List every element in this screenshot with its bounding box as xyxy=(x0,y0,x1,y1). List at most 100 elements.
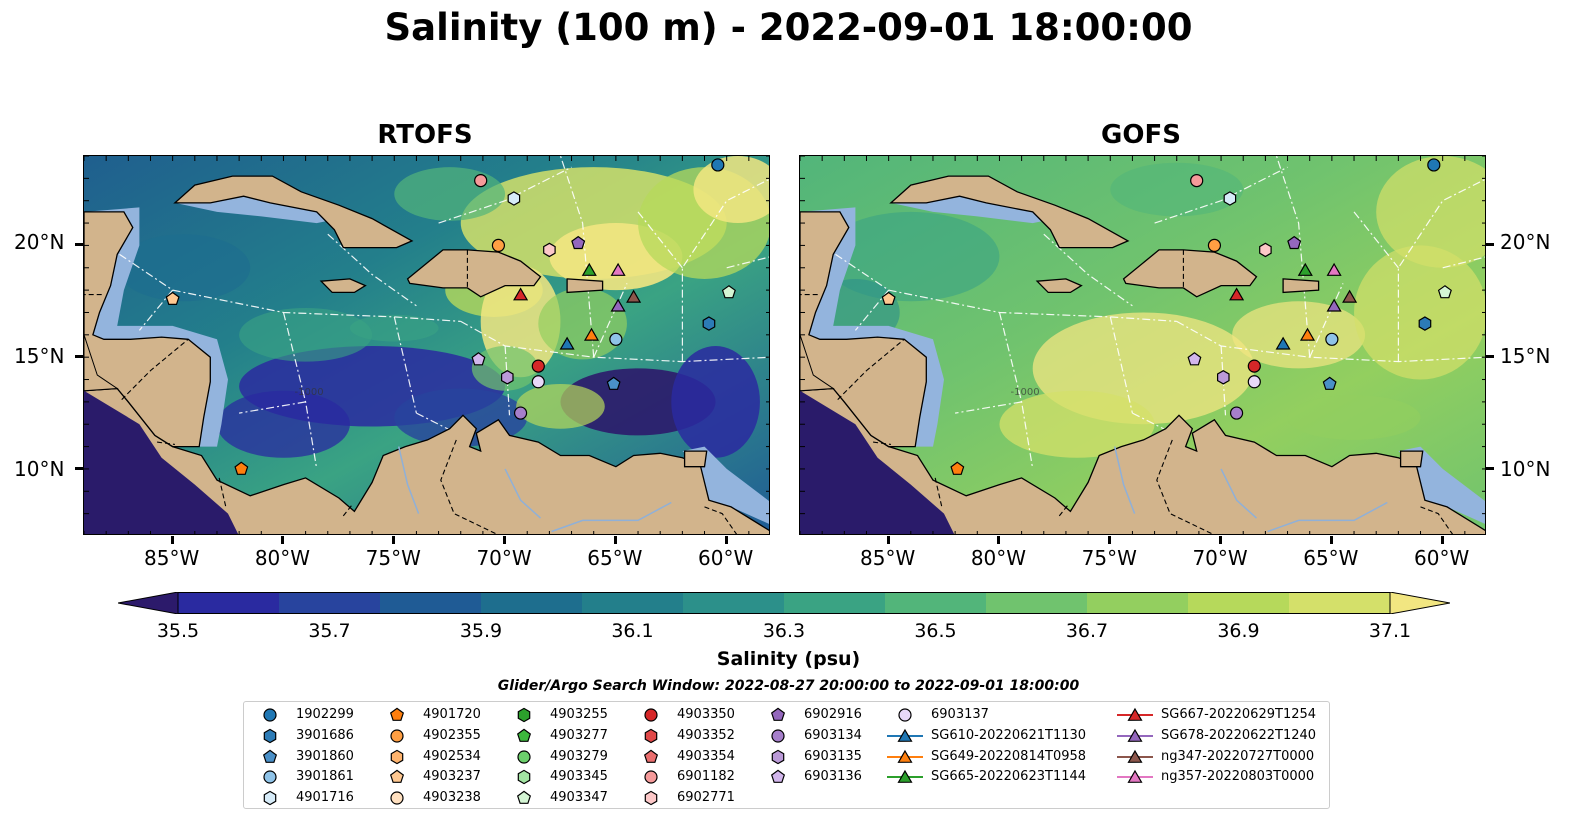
lon-tick-mark xyxy=(1440,536,1444,544)
lon-tick: 75°W xyxy=(365,546,421,570)
pentagon-marker-icon xyxy=(643,749,659,763)
circle-marker-icon xyxy=(517,749,531,764)
legend-label: 1902299 xyxy=(296,707,354,722)
lon-tick: 60°W xyxy=(698,546,754,570)
legend-label: SG610-20220621T1130 xyxy=(931,727,1087,743)
platform-marker xyxy=(165,291,180,305)
colorbar-tick-label: 36.9 xyxy=(1217,620,1260,642)
lon-tick-mark xyxy=(1329,536,1333,544)
legend-label: 6903134 xyxy=(804,727,862,743)
legend-label: 4903354 xyxy=(677,748,735,764)
hexagon-marker-icon xyxy=(771,749,785,764)
lon-tick: 70°W xyxy=(476,546,532,570)
hexagon-marker-icon xyxy=(517,770,531,785)
platform-marker xyxy=(1427,158,1441,172)
platform-marker xyxy=(610,298,626,312)
platform-marker xyxy=(507,191,521,206)
pentagon-marker-icon xyxy=(770,770,786,784)
lon-tick-mark xyxy=(1219,536,1223,544)
triangle-marker-icon xyxy=(1117,770,1153,784)
legend-label: 4903237 xyxy=(423,769,481,785)
colorbar-tick-label: 36.5 xyxy=(914,620,957,642)
lon-tick: 65°W xyxy=(587,546,643,570)
rtofs-map: -1000 xyxy=(83,155,770,535)
platform-marker xyxy=(1247,375,1261,389)
platform-marker xyxy=(606,376,621,390)
triangle-marker-icon xyxy=(1117,728,1153,742)
lat-tick-mark xyxy=(1486,466,1494,470)
legend-label: 6901182 xyxy=(677,769,735,785)
platform-marker xyxy=(474,173,488,188)
gofs-map: -1000 xyxy=(799,155,1486,535)
colorbar-title: Salinity (psu) xyxy=(716,648,861,670)
lat-tick-mark xyxy=(75,466,83,470)
legend-label: SG665-20220623T1144 xyxy=(931,769,1087,785)
platform-marker xyxy=(950,461,965,475)
platform-marker xyxy=(543,242,556,258)
platform-marker xyxy=(1207,238,1222,253)
platform-marker xyxy=(559,336,575,350)
colorbar-tick-label: 35.9 xyxy=(459,620,503,642)
lon-tick: 75°W xyxy=(1081,546,1137,570)
lon-tick: 80°W xyxy=(970,546,1027,570)
lat-tick-mark xyxy=(1486,355,1494,359)
triangle-marker-icon xyxy=(887,749,923,763)
platform-marker xyxy=(1275,336,1291,350)
colorbar-tick-label: 36.3 xyxy=(762,620,806,642)
lon-tick: 85°W xyxy=(860,546,916,570)
lon-tick-mark xyxy=(886,536,890,544)
legend-label: 6903135 xyxy=(804,748,862,764)
lon-tick: 80°W xyxy=(254,546,311,570)
circle-marker-icon xyxy=(263,708,277,722)
hexagon-marker-icon xyxy=(517,707,531,723)
legend-label: 4903350 xyxy=(677,707,735,722)
platform-marker xyxy=(1259,242,1272,258)
lon-tick: 85°W xyxy=(144,546,200,570)
legend-label: ng347-20220727T0000 xyxy=(1161,748,1315,764)
pentagon-marker-icon xyxy=(516,728,532,742)
platform-marker xyxy=(1187,352,1202,366)
lon-tick: 60°W xyxy=(1414,546,1470,570)
lon-tick-mark xyxy=(281,536,285,544)
legend-label: 4903255 xyxy=(550,707,608,722)
platform-marker xyxy=(1217,370,1230,385)
circle-marker-icon xyxy=(390,729,404,743)
platform-marker xyxy=(610,262,626,276)
circle-marker-icon xyxy=(644,770,658,784)
legend-label: 4902534 xyxy=(423,748,481,764)
platform-marker xyxy=(1287,235,1302,250)
hexagon-marker-icon xyxy=(390,749,404,764)
platform-marker xyxy=(881,291,896,305)
panel-title-rtofs: RTOFS xyxy=(377,120,473,150)
legend-label: 6902916 xyxy=(804,707,862,722)
pentagon-marker-icon xyxy=(516,790,532,805)
lat-tick-right-15: 15°N xyxy=(1500,344,1551,368)
legend-label: 4901716 xyxy=(296,790,354,806)
lat-tick-right-10: 10°N xyxy=(1500,457,1551,481)
platform-marker xyxy=(626,289,642,303)
hexagon-marker-icon xyxy=(263,790,277,806)
platform-marker xyxy=(491,238,506,253)
platform-marker xyxy=(581,262,597,276)
platform-marker xyxy=(711,158,725,172)
lon-tick-mark xyxy=(997,536,1001,544)
platform-marker xyxy=(1190,173,1204,188)
platform-marker xyxy=(571,235,586,250)
legend-label: 3901686 xyxy=(296,727,354,743)
lat-tick-left-20: 20°N xyxy=(14,230,65,254)
lon-tick-mark xyxy=(724,536,728,544)
platform-marker xyxy=(1326,298,1342,312)
platform-marker xyxy=(721,285,736,299)
legend-label: 6903136 xyxy=(804,769,862,785)
platform-marker xyxy=(1299,327,1316,341)
legend-label: 4903347 xyxy=(550,790,608,806)
lat-tick-mark xyxy=(75,243,83,247)
platform-marker xyxy=(1437,285,1452,299)
lat-tick-left-10: 10°N xyxy=(14,457,65,481)
triangle-marker-icon xyxy=(887,770,923,784)
platform-marker xyxy=(1326,262,1342,276)
platform-marker xyxy=(234,461,249,475)
legend-label: 4903345 xyxy=(550,769,608,785)
legend-label: ng357-20220803T0000 xyxy=(1161,769,1315,785)
platform-marker xyxy=(1229,287,1245,301)
